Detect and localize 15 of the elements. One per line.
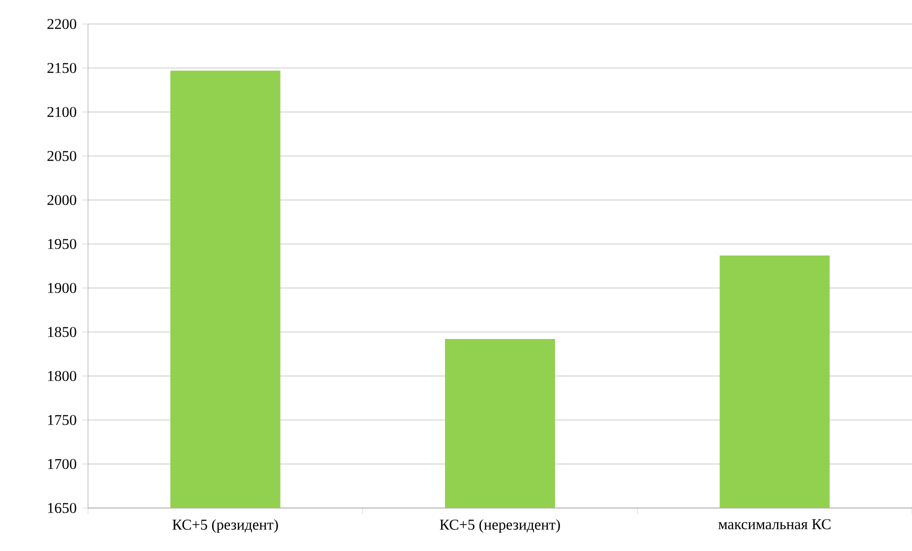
y-tick-label: 2150	[47, 62, 76, 74]
y-tick-label: 1950	[48, 238, 76, 250]
y-tick-label: 1850	[48, 326, 76, 338]
y-tick-label: 1700	[48, 458, 76, 470]
x-tick-label: КС+5 (нерезидент)	[440, 519, 560, 533]
y-tick-label: 1900	[48, 282, 76, 294]
y-tick-label: 1650	[48, 502, 76, 514]
x-tick-label: КС+5 (резидент)	[172, 519, 278, 533]
y-tick-label: 2200	[47, 18, 76, 30]
y-tick-label: 2100	[47, 106, 76, 118]
y-tick-label: 2000	[47, 194, 76, 206]
x-tick-label: максимальная КС	[718, 519, 830, 530]
y-tick-label: 1750	[48, 414, 76, 426]
y-tick-label: 1800	[48, 370, 76, 382]
y-tick-label: 2050	[47, 150, 76, 162]
